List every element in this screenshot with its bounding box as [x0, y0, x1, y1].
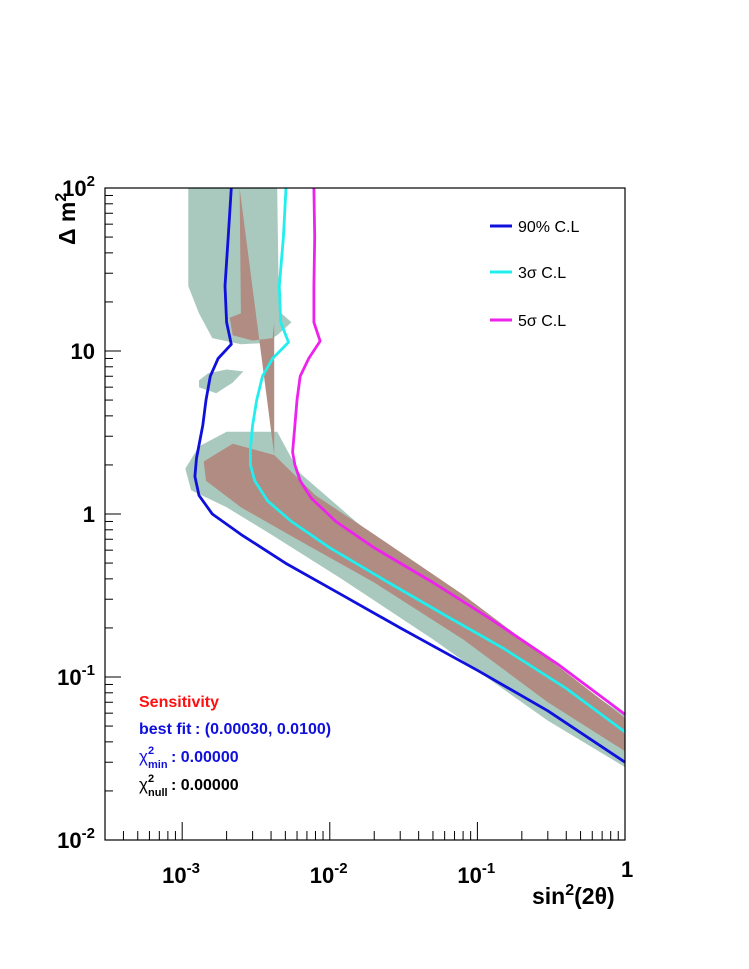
- x-tick-label: 10-1: [457, 860, 495, 888]
- chi2-min-sup: 2: [148, 745, 154, 757]
- y-axis-title-sup: 2: [53, 193, 70, 202]
- annotation-chi2-min: χ2 min: 0.00000: [139, 745, 239, 771]
- x-tick-label: 10-3: [162, 860, 200, 888]
- annotations: Sensitivity best fit: (0.00030, 0.0100) …: [139, 694, 331, 799]
- ticks-layer: 10-3 10-2 10-1 1 10-2 10-1 1 10 102: [57, 173, 633, 888]
- annotation-chi2-null: χ2 null: 0.00000: [139, 773, 239, 799]
- chi2-null-sub: null: [148, 787, 168, 799]
- plot-frame: [104, 187, 626, 841]
- annotation-best-fit: best fit: (0.00030, 0.0100): [139, 721, 331, 738]
- y-axis-title: Δ m2: [53, 193, 80, 245]
- chi2-null-value: : 0.00000: [171, 777, 239, 794]
- y-tick-label: 102: [62, 173, 95, 201]
- legend-label-90: 90% C.L: [518, 219, 579, 236]
- chi2-min-sub: min: [148, 759, 168, 771]
- legend: 90% C.L 3σ C.L 5σ C.L: [490, 219, 579, 330]
- x-tick-label: 1: [621, 857, 633, 882]
- series-90cl: [193, 187, 626, 764]
- x-axis-title: sin2(2θ): [532, 882, 615, 909]
- series-5sigma: [291, 187, 626, 716]
- x-axis-title-post: (2θ): [574, 883, 615, 909]
- annotation-best-fit-value: : (0.00030, 0.0100): [195, 721, 331, 738]
- legend-label-5sigma: 5σ C.L: [518, 313, 566, 330]
- chi2-min-value: : 0.00000: [171, 749, 239, 766]
- series-layer: [193, 187, 626, 764]
- y-tick-label: 1: [83, 502, 95, 527]
- x-axis-title-sup: 2: [565, 882, 574, 899]
- chi2-min-symbol: χ: [139, 747, 148, 766]
- x-tick-label: 10-2: [310, 860, 348, 888]
- y-tick-label: 10-1: [57, 662, 95, 690]
- series-3sigma: [248, 187, 626, 734]
- legend-label-3sigma: 3σ C.L: [518, 265, 566, 282]
- chi2-null-sup: 2: [148, 773, 154, 785]
- annotation-best-fit-label: best fit: [139, 721, 192, 738]
- region-inner-band: [203, 188, 625, 752]
- annotation-sensitivity: Sensitivity: [139, 694, 219, 711]
- y-tick-label: 10: [71, 339, 95, 364]
- y-tick-label: 10-2: [57, 825, 95, 853]
- chi2-null-symbol: χ: [139, 775, 148, 794]
- region-island: [199, 369, 244, 394]
